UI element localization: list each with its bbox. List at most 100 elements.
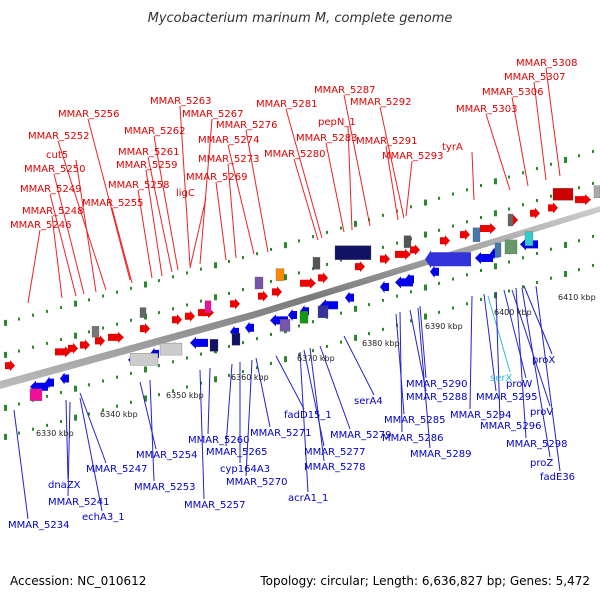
gene-label-mmar-5307[interactable]: MMAR_5307 — [504, 72, 566, 83]
reverse-gene-arrow[interactable] — [430, 265, 439, 278]
gene-label-mmar-5260[interactable]: MMAR_5260 — [188, 435, 250, 446]
gene-label-mmar-5287[interactable]: MMAR_5287 — [314, 85, 376, 96]
gene-label-mmar-5288[interactable]: MMAR_5288 — [406, 392, 468, 403]
reverse-gene-arrow[interactable] — [425, 250, 471, 269]
reverse-gene-arrow[interactable] — [475, 252, 493, 265]
forward-gene-arrow[interactable] — [575, 194, 591, 206]
gene-label-mmar-5296[interactable]: MMAR_5296 — [480, 421, 542, 432]
gene-label-mmar-5249[interactable]: MMAR_5249 — [20, 184, 82, 195]
gene-label-mmar-5292[interactable]: MMAR_5292 — [350, 97, 412, 108]
gene-label-mmar-5241[interactable]: MMAR_5241 — [48, 497, 110, 508]
forward-gene-arrow[interactable] — [480, 223, 496, 235]
reverse-gene-feature[interactable] — [317, 305, 329, 318]
gene-label-sera4[interactable]: serA4 — [354, 396, 383, 407]
forward-gene-feature[interactable] — [91, 326, 100, 338]
gene-label-acra1-1[interactable]: acrA1_1 — [288, 493, 328, 504]
gene-label-mmar-5303[interactable]: MMAR_5303 — [456, 104, 518, 115]
gene-label-mmar-5298[interactable]: MMAR_5298 — [506, 439, 568, 450]
gene-label-mmar-5252[interactable]: MMAR_5252 — [28, 131, 90, 142]
forward-gene-arrow[interactable] — [108, 331, 124, 343]
gene-label-mmar-5271[interactable]: MMAR_5271 — [250, 428, 312, 439]
forward-gene-feature[interactable] — [472, 227, 481, 242]
reverse-gene-arrow[interactable] — [380, 280, 389, 293]
gene-label-mmar-5250[interactable]: MMAR_5250 — [24, 164, 86, 175]
gene-label-mmar-5270[interactable]: MMAR_5270 — [226, 477, 288, 488]
reverse-gene-feature[interactable] — [504, 239, 518, 255]
reverse-gene-arrow[interactable] — [405, 273, 414, 286]
gene-label-mmar-5293[interactable]: MMAR_5293 — [382, 151, 444, 162]
reverse-gene-feature[interactable] — [231, 333, 241, 346]
gene-label-mmar-5280[interactable]: MMAR_5280 — [264, 149, 326, 160]
forward-gene-arrow[interactable] — [548, 202, 558, 214]
gene-label-mmar-5290[interactable]: MMAR_5290 — [406, 379, 468, 390]
gene-label-cut5[interactable]: cut5 — [46, 150, 68, 161]
gene-label-pepn-1[interactable]: pepN_1 — [318, 117, 356, 128]
gene-label-mmar-5308[interactable]: MMAR_5308 — [516, 58, 578, 69]
gene-label-mmar-5257[interactable]: MMAR_5257 — [184, 500, 246, 511]
forward-gene-feature[interactable] — [312, 257, 321, 270]
forward-gene-arrow[interactable] — [5, 360, 15, 372]
gene-label-mmar-5274[interactable]: MMAR_5274 — [198, 135, 260, 146]
reverse-gene-arrow[interactable] — [45, 376, 54, 389]
reverse-gene-arrow[interactable] — [345, 291, 354, 304]
forward-gene-arrow[interactable] — [230, 298, 240, 310]
forward-gene-arrow[interactable] — [95, 335, 105, 347]
gene-label-mmar-5273[interactable]: MMAR_5273 — [198, 154, 260, 165]
forward-gene-arrow[interactable] — [185, 310, 195, 322]
forward-gene-arrow[interactable] — [318, 272, 328, 284]
gene-label-ligc[interactable]: ligC — [176, 188, 195, 199]
forward-gene-arrow[interactable] — [272, 286, 282, 298]
forward-gene-feature[interactable] — [139, 307, 147, 318]
forward-gene-arrow[interactable] — [380, 253, 390, 265]
reverse-gene-feature[interactable] — [129, 353, 159, 366]
reverse-gene-feature[interactable] — [279, 319, 291, 332]
gene-label-mmar-5265[interactable]: MMAR_5265 — [206, 447, 268, 458]
forward-gene-feature[interactable] — [334, 245, 372, 260]
gene-label-cyp164a3[interactable]: cyp164A3 — [220, 464, 270, 475]
reverse-gene-arrow[interactable] — [60, 372, 69, 385]
reverse-gene-feature[interactable] — [494, 242, 502, 258]
gene-label-prox[interactable]: proX — [532, 355, 555, 366]
reverse-gene-arrow[interactable] — [245, 321, 254, 334]
gene-label-mmar-5263[interactable]: MMAR_5263 — [150, 96, 212, 107]
forward-gene-arrow[interactable] — [172, 314, 182, 326]
forward-gene-arrow[interactable] — [410, 244, 420, 256]
reverse-gene-arrow[interactable] — [190, 336, 208, 349]
forward-gene-arrow[interactable] — [55, 346, 71, 358]
gene-label-proz[interactable]: proZ — [530, 458, 553, 469]
gene-label-tyra[interactable]: tyrA — [442, 142, 463, 153]
gene-label-mmar-5294[interactable]: MMAR_5294 — [450, 410, 512, 421]
forward-gene-arrow[interactable] — [460, 229, 470, 241]
gene-label-fadd15-1[interactable]: fadD15_1 — [284, 410, 332, 421]
gene-label-mmar-5277[interactable]: MMAR_5277 — [304, 447, 366, 458]
reverse-gene-feature[interactable] — [299, 311, 309, 324]
gene-label-mmar-5254[interactable]: MMAR_5254 — [136, 450, 198, 461]
forward-gene-arrow[interactable] — [530, 207, 540, 219]
forward-gene-arrow[interactable] — [140, 323, 150, 335]
forward-gene-feature[interactable] — [507, 213, 514, 227]
gene-label-mmar-5261[interactable]: MMAR_5261 — [118, 147, 180, 158]
gene-label-mmar-5286[interactable]: MMAR_5286 — [382, 433, 444, 444]
forward-gene-arrow[interactable] — [68, 342, 78, 354]
reverse-gene-arrow[interactable] — [288, 308, 297, 321]
gene-label-mmar-5259[interactable]: MMAR_5259 — [116, 160, 178, 171]
gene-label-mmar-5283[interactable]: MMAR_5283 — [296, 133, 358, 144]
gene-label-mmar-5269[interactable]: MMAR_5269 — [186, 172, 248, 183]
gene-label-mmar-5248[interactable]: MMAR_5248 — [22, 206, 84, 217]
gene-label-serx[interactable]: serX — [490, 373, 512, 384]
gene-label-mmar-5247[interactable]: MMAR_5247 — [86, 464, 148, 475]
gene-label-mmar-5255[interactable]: MMAR_5255 — [82, 198, 144, 209]
reverse-gene-feature[interactable] — [209, 339, 219, 352]
gene-label-mmar-5258[interactable]: MMAR_5258 — [108, 180, 170, 191]
gene-label-mmar-5289[interactable]: MMAR_5289 — [410, 449, 472, 460]
gene-label-prov[interactable]: proV — [530, 407, 553, 418]
gene-label-mmar-5267[interactable]: MMAR_5267 — [182, 109, 244, 120]
reverse-gene-feature[interactable] — [524, 231, 534, 246]
gene-label-prow[interactable]: proW — [506, 379, 532, 390]
forward-gene-feature[interactable] — [403, 235, 412, 248]
gene-label-mmar-5295[interactable]: MMAR_5295 — [476, 392, 538, 403]
gene-label-mmar-5246[interactable]: MMAR_5246 — [10, 220, 72, 231]
forward-gene-feature[interactable] — [254, 276, 264, 290]
forward-gene-arrow[interactable] — [80, 339, 90, 351]
gene-label-echa3-1[interactable]: echA3_1 — [82, 512, 125, 523]
